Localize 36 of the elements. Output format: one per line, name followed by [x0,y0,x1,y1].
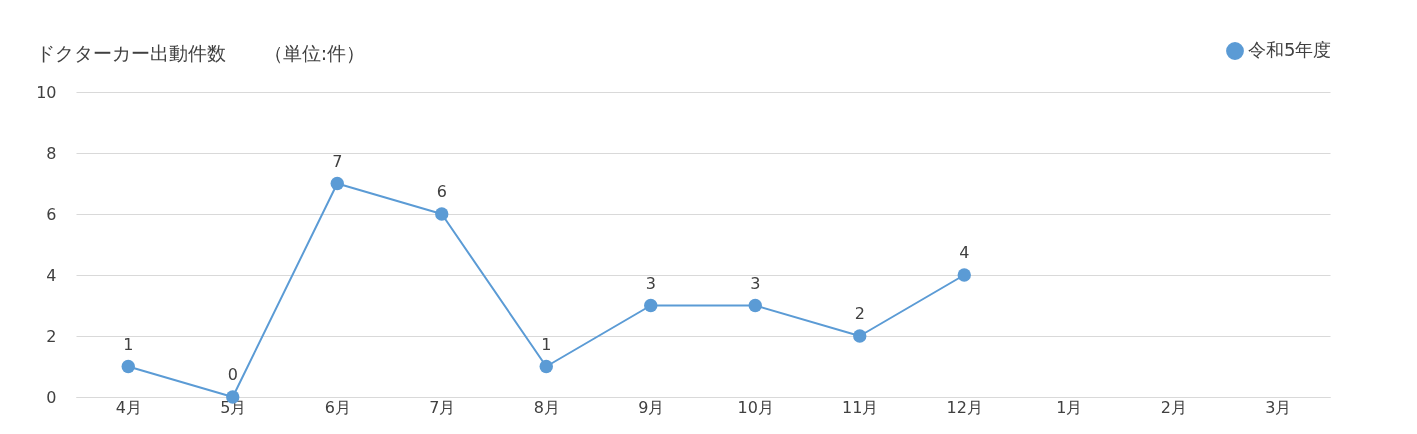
x-tick-label: 3月 [1265,397,1292,417]
data-label: 3 [750,273,761,293]
point [539,359,553,374]
point [121,359,135,374]
data-label: 1 [541,334,552,354]
data-label: 4 [959,243,970,262]
data-label: 7 [332,151,343,171]
y-tick-label: 4 [46,265,57,285]
y-tick-label: 10 [36,82,57,102]
data-label: 0 [227,365,238,384]
point [644,298,658,313]
data-label: 1 [123,334,134,354]
y-tick-label: 0 [46,387,57,407]
data-label: 3 [645,273,656,293]
point [435,207,449,221]
x-tick-label: 11月 [842,397,879,417]
x-tick-label: 9月 [638,397,665,417]
data-label: 6 [436,182,447,201]
point [957,268,971,282]
chart-title: ドクターカー出動件数 （単位:件） [35,42,366,64]
x-tick-label: 12月 [946,397,983,417]
x-tick-label: 7月 [429,397,456,417]
y-tick-label: 6 [46,204,57,224]
x-tick-label: 6月 [324,397,351,417]
x-tick-label: 1月 [1056,397,1083,417]
point [853,329,867,343]
data-label: 2 [854,304,865,323]
legend-label: 令和5年度 [1248,39,1332,60]
y-tick-label: 2 [46,326,57,346]
x-tick-label: 10月 [737,397,774,417]
point [330,176,344,191]
point [748,298,762,313]
x-tick-label: 8月 [533,397,560,417]
x-tick-label: 4月 [115,397,142,417]
y-tick-label: 8 [46,143,57,163]
x-tick-label: 2月 [1160,397,1187,417]
